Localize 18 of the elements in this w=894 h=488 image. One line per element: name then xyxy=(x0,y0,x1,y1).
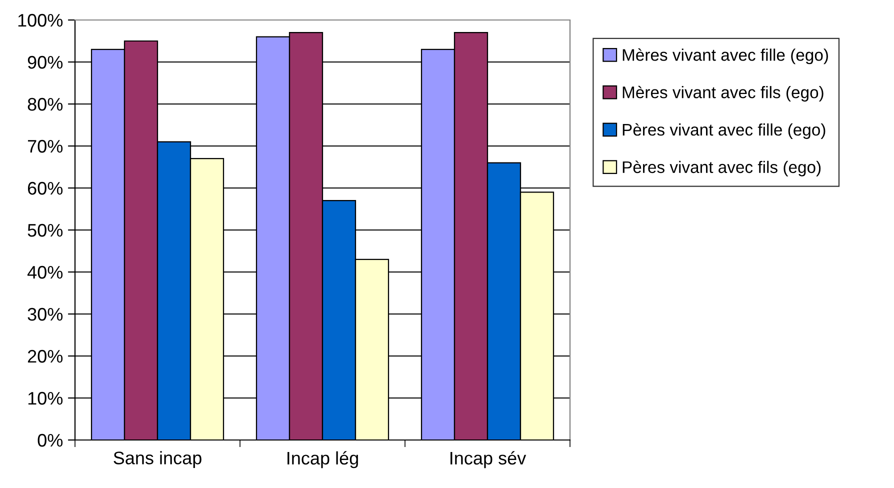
y-tick-label: 10% xyxy=(28,392,63,405)
y-tick-label: 90% xyxy=(28,56,63,69)
y-tick-label: 80% xyxy=(28,98,63,111)
legend-label: Pères vivant avec fille (ego) xyxy=(622,123,826,139)
legend-label: Mères vivant avec fille (ego) xyxy=(622,48,828,64)
x-tick-label: Sans incap xyxy=(114,451,202,468)
y-tick-label: 40% xyxy=(27,266,63,279)
x-tick-label: Incap lég xyxy=(288,451,358,468)
y-tick-label: 30% xyxy=(28,308,63,321)
y-tick-label: 60% xyxy=(28,182,63,195)
legend-label: Pères vivant avec fils (ego) xyxy=(622,160,821,176)
y-tick-label: 100% xyxy=(18,14,63,27)
x-tick-label: Incap sév xyxy=(450,451,526,468)
y-tick-label: 50% xyxy=(28,224,63,237)
y-tick-label: 20% xyxy=(28,350,63,363)
y-tick-label: 70% xyxy=(28,140,63,153)
y-tick-label: 0% xyxy=(38,434,63,447)
legend-label: Mères vivant avec fils (ego) xyxy=(622,86,824,102)
